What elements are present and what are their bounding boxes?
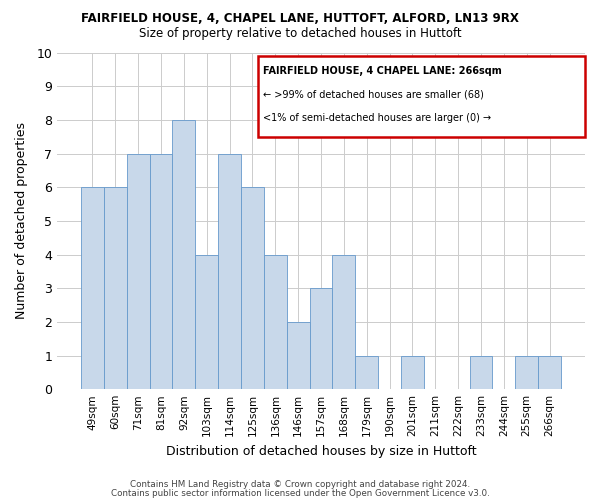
Bar <box>196 254 218 389</box>
Bar <box>470 356 493 389</box>
Bar <box>172 120 196 389</box>
Bar <box>515 356 538 389</box>
Text: Contains public sector information licensed under the Open Government Licence v3: Contains public sector information licen… <box>110 490 490 498</box>
Y-axis label: Number of detached properties: Number of detached properties <box>15 122 28 320</box>
Bar <box>81 187 104 389</box>
Bar <box>332 254 355 389</box>
Bar <box>401 356 424 389</box>
Bar <box>264 254 287 389</box>
Text: FAIRFIELD HOUSE, 4, CHAPEL LANE, HUTTOFT, ALFORD, LN13 9RX: FAIRFIELD HOUSE, 4, CHAPEL LANE, HUTTOFT… <box>81 12 519 26</box>
Bar <box>127 154 149 389</box>
Bar <box>355 356 378 389</box>
Text: Size of property relative to detached houses in Huttoft: Size of property relative to detached ho… <box>139 28 461 40</box>
Bar <box>149 154 172 389</box>
Bar <box>218 154 241 389</box>
Text: <1% of semi-detached houses are larger (0) →: <1% of semi-detached houses are larger (… <box>263 113 491 123</box>
FancyBboxPatch shape <box>257 56 585 136</box>
Bar <box>241 187 264 389</box>
Bar <box>104 187 127 389</box>
Bar <box>310 288 332 389</box>
Bar <box>287 322 310 389</box>
Bar <box>538 356 561 389</box>
X-axis label: Distribution of detached houses by size in Huttoft: Distribution of detached houses by size … <box>166 444 476 458</box>
Text: Contains HM Land Registry data © Crown copyright and database right 2024.: Contains HM Land Registry data © Crown c… <box>130 480 470 489</box>
Text: ← >99% of detached houses are smaller (68): ← >99% of detached houses are smaller (6… <box>263 90 484 100</box>
Text: FAIRFIELD HOUSE, 4 CHAPEL LANE: 266sqm: FAIRFIELD HOUSE, 4 CHAPEL LANE: 266sqm <box>263 66 502 76</box>
